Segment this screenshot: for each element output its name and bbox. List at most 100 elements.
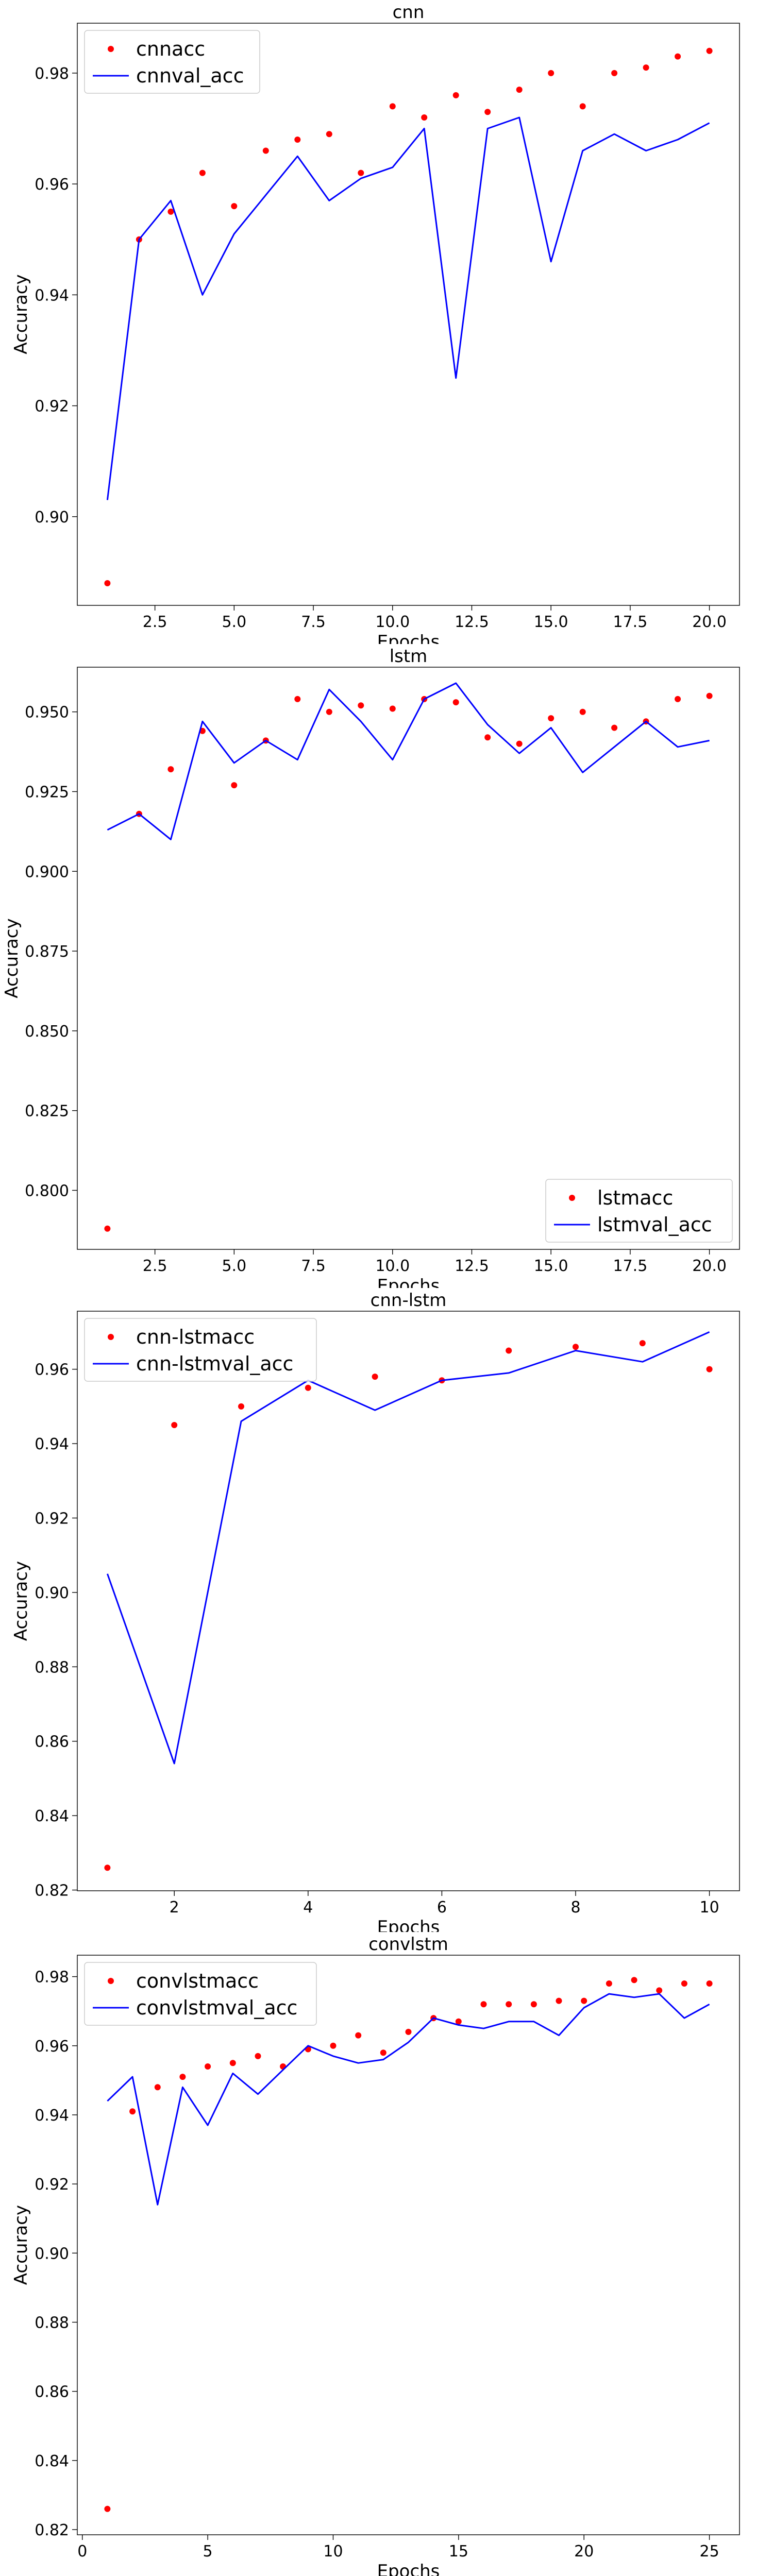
legend-label: lstmval_acc — [597, 1213, 712, 1236]
data-point-convlstmacc-1 — [104, 2505, 111, 2512]
data-point-cnnacc-12 — [452, 92, 459, 98]
data-point-lstmacc-3 — [167, 766, 174, 773]
chart-cnn-lstm: cnn-lstm 2 4 6 8 10 0.82 0.84 0.86 0.88 0.90 0.92 0.… — [11, 1290, 740, 1932]
x-tick-label: 20.0 — [692, 1257, 727, 1275]
x-tick-label: 10.0 — [375, 613, 410, 631]
data-point-convlstmacc-23 — [656, 1987, 663, 1994]
y-tick-label: 0.92 — [35, 2176, 69, 2194]
data-point-convlstmacc-25 — [706, 1980, 713, 1987]
data-point-convlstmacc-2 — [129, 2108, 136, 2115]
data-point-convlstmacc-13 — [405, 2028, 412, 2035]
x-axis-label: Epochs — [377, 632, 440, 644]
data-point-convlstmacc-20 — [581, 1997, 587, 2004]
y-tick-label: 0.96 — [35, 176, 69, 194]
data-point-lstmacc-17 — [611, 724, 618, 731]
series-line-lstmval_acc — [107, 682, 710, 840]
legend-label: cnn-lstmacc — [136, 1326, 255, 1348]
data-point-convlstmacc-22 — [631, 1977, 637, 1984]
data-point-convlstmacc-7 — [255, 2053, 261, 2059]
y-tick-label: 0.98 — [35, 65, 69, 83]
data-point-convlstmacc-16 — [480, 2001, 487, 2008]
y-tick-label: 0.82 — [35, 2521, 69, 2539]
x-tick-label: 17.5 — [613, 1257, 647, 1275]
legend: convlstmacc convlstmval_acc — [84, 1962, 317, 2026]
data-point-lstmacc-14 — [516, 740, 523, 747]
legend: lstmacc lstmval_acc — [545, 1179, 733, 1243]
y-tick-label: 0.850 — [25, 1023, 69, 1041]
legend-label: cnnacc — [136, 38, 205, 60]
x-tick-label: 5.0 — [222, 613, 246, 631]
x-tick-label: 15.0 — [534, 613, 568, 631]
data-point-lstmacc-5 — [231, 782, 238, 789]
data-point-cnnacc-7 — [294, 137, 301, 143]
data-point-convlstmacc-18 — [530, 2001, 537, 2008]
x-tick-label: 10 — [323, 2543, 343, 2561]
x-tick-label: 20.0 — [692, 613, 727, 631]
y-tick-label: 0.800 — [25, 1182, 69, 1200]
x-tick-label: 7.5 — [301, 1257, 326, 1275]
data-point-cnn-lstmacc-8 — [573, 1344, 579, 1350]
data-point-lstmacc-10 — [389, 705, 396, 712]
x-tick-label: 7.5 — [301, 613, 326, 631]
x-tick-label: 12.5 — [455, 613, 489, 631]
y-tick-label: 0.98 — [35, 1969, 69, 1987]
legend-swatch-point — [108, 1334, 114, 1340]
y-tick-label: 0.84 — [35, 1807, 69, 1825]
data-point-lstmacc-7 — [294, 696, 301, 702]
data-point-cnnacc-19 — [675, 53, 681, 60]
chart-title: lstm — [390, 646, 428, 667]
x-axis-label: Epochs — [377, 1276, 440, 1288]
data-point-cnnacc-14 — [516, 87, 523, 93]
y-tick-label: 0.825 — [25, 1103, 69, 1121]
data-point-convlstmacc-5 — [205, 2063, 211, 2070]
x-tick-label: 25 — [699, 2543, 719, 2561]
y-tick-label: 0.92 — [35, 398, 69, 416]
y-tick-label: 0.82 — [35, 1882, 69, 1900]
legend-box — [84, 1962, 317, 2026]
data-point-cnnacc-11 — [421, 114, 428, 121]
x-tick-label: 2.5 — [143, 1257, 167, 1275]
y-axis-label: Accuracy — [11, 1561, 31, 1641]
x-tick-label: 4 — [303, 1899, 313, 1917]
plot-frame — [77, 1955, 740, 2535]
data-point-cnn-lstmacc-3 — [238, 1403, 244, 1410]
x-tick-label: 10.0 — [375, 1257, 410, 1275]
chart-convlstm: convlstm 0 5 10 15 20 25 0.82 0.84 0.86 0.88 0.90 0.… — [11, 1934, 740, 2576]
x-tick-label: 2.5 — [143, 613, 167, 631]
legend-label: convlstmacc — [136, 1970, 259, 1992]
y-tick-label: 0.92 — [35, 1510, 69, 1528]
y-axis-label: Accuracy — [11, 274, 31, 354]
y-tick-label: 0.88 — [35, 2314, 69, 2332]
legend-swatch-point — [108, 1978, 114, 1984]
x-tick-label: 0 — [77, 2543, 87, 2561]
legend-box — [545, 1179, 733, 1243]
x-tick-label: 6 — [437, 1899, 447, 1917]
data-point-cnnacc-8 — [326, 131, 332, 138]
y-tick-label: 0.90 — [35, 2245, 69, 2263]
series-line-cnn-lstmval_acc — [106, 1331, 710, 1765]
y-tick-label: 0.84 — [35, 2452, 69, 2470]
series-line-convlstmval_acc — [107, 1993, 710, 2206]
chart-title: cnn-lstm — [371, 1290, 447, 1311]
legend-swatch-point — [569, 1195, 575, 1201]
data-point-convlstmacc-4 — [179, 2074, 186, 2080]
data-point-lstmacc-8 — [326, 708, 332, 715]
data-point-lstmacc-9 — [358, 702, 364, 709]
y-tick-label: 0.88 — [35, 1658, 69, 1676]
x-tick-label: 10 — [699, 1899, 719, 1917]
y-tick-label: 0.90 — [35, 509, 69, 527]
x-tick-label: 12.5 — [455, 1257, 489, 1275]
x-tick-label: 2 — [170, 1899, 179, 1917]
data-point-cnnacc-16 — [579, 103, 586, 110]
data-point-convlstmacc-15 — [455, 2018, 462, 2025]
legend: cnn-lstmacc cnn-lstmval_acc — [84, 1318, 317, 1382]
legend: cnnacc cnnval_acc — [84, 30, 260, 94]
legend-box — [84, 30, 260, 94]
x-axis-label: Epochs — [377, 2561, 440, 2576]
y-tick-label: 0.950 — [25, 704, 69, 722]
x-tick-label: 5.0 — [222, 1257, 246, 1275]
y-axis-label: Accuracy — [11, 2205, 31, 2285]
data-point-convlstmacc-3 — [154, 2084, 161, 2091]
data-point-cnn-lstmacc-2 — [171, 1422, 178, 1428]
data-point-cnnacc-5 — [231, 203, 238, 210]
